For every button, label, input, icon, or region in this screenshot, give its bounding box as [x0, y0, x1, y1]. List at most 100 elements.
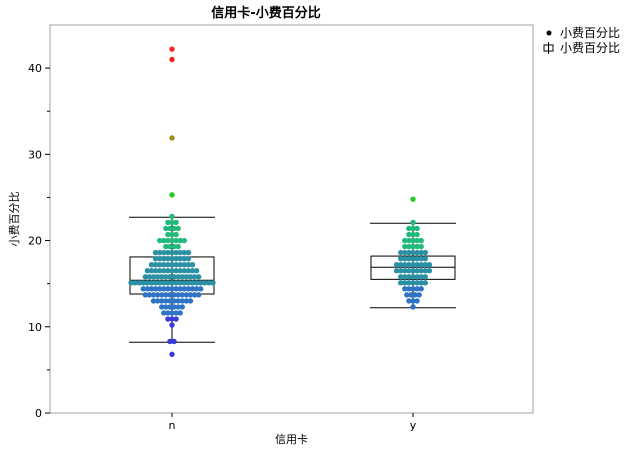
data-point — [410, 304, 416, 310]
data-point — [150, 274, 157, 280]
data-point — [185, 268, 192, 274]
data-point — [398, 274, 404, 280]
data-point — [154, 274, 161, 280]
data-point — [414, 268, 420, 274]
data-point — [181, 249, 187, 256]
data-point — [173, 286, 179, 292]
data-point — [161, 286, 167, 292]
data-point — [159, 274, 165, 280]
data-point — [410, 261, 416, 268]
data-point — [418, 237, 424, 244]
data-point — [142, 274, 149, 280]
data-point — [402, 243, 408, 250]
data-point — [414, 225, 420, 232]
data-point — [169, 268, 175, 274]
data-point — [128, 280, 134, 286]
data-point — [165, 219, 171, 226]
data-point — [161, 255, 167, 262]
data-point — [171, 298, 177, 304]
data-point — [191, 292, 198, 298]
data-point — [173, 231, 179, 238]
data-point — [418, 280, 424, 286]
data-point — [402, 249, 408, 256]
data-point — [177, 286, 183, 292]
data-point — [159, 304, 165, 310]
data-point — [171, 225, 177, 232]
data-point — [406, 249, 412, 256]
data-point — [410, 280, 416, 286]
data-point — [418, 249, 424, 256]
data-point — [173, 280, 179, 286]
data-point — [193, 280, 200, 286]
data-point — [167, 225, 173, 232]
data-point — [410, 274, 416, 280]
data-point — [393, 261, 400, 268]
data-point — [140, 286, 146, 292]
data-point — [169, 237, 175, 244]
data-point — [161, 310, 167, 316]
data-point — [161, 280, 167, 286]
data-point — [406, 261, 412, 268]
data-point — [181, 261, 187, 268]
data-point — [422, 280, 428, 286]
data-point — [173, 316, 179, 322]
data-point — [410, 268, 416, 274]
chart-title: 信用卡-小费百分比 — [211, 5, 320, 21]
data-point — [152, 268, 159, 274]
data-point — [410, 298, 416, 304]
data-point — [171, 292, 177, 298]
data-point — [406, 255, 412, 262]
data-point — [154, 298, 161, 304]
data-point — [152, 280, 159, 286]
data-point — [398, 249, 404, 256]
data-point — [148, 280, 155, 286]
data-point — [418, 255, 424, 262]
data-point — [173, 249, 179, 256]
data-point — [198, 280, 204, 286]
data-point — [169, 310, 175, 316]
data-point — [414, 243, 420, 250]
data-point — [398, 280, 404, 286]
data-point — [179, 304, 185, 310]
data-point — [146, 292, 153, 298]
data-point — [410, 196, 416, 202]
data-point — [198, 286, 204, 292]
legend-label: 小费百分比 — [560, 41, 620, 55]
data-point — [418, 268, 424, 274]
legend-dot-icon — [546, 30, 552, 36]
data-point — [165, 231, 171, 238]
y-axis: 0 10 20 30 40 — [28, 62, 50, 420]
data-point — [414, 231, 420, 238]
data-point — [398, 268, 404, 274]
data-point — [169, 286, 175, 292]
data-point — [159, 292, 165, 298]
data-point — [187, 274, 194, 280]
data-point — [410, 219, 416, 226]
data-point — [169, 280, 175, 286]
data-point — [175, 304, 181, 310]
data-point — [163, 274, 169, 280]
data-point — [144, 280, 151, 286]
data-point — [189, 261, 196, 268]
data-point — [185, 286, 192, 292]
data-point — [157, 268, 163, 274]
data-point — [189, 268, 196, 274]
data-point — [157, 255, 163, 262]
data-point — [165, 255, 171, 262]
data-point — [169, 249, 175, 256]
data-point — [418, 274, 424, 280]
data-point — [169, 316, 175, 322]
data-point — [410, 243, 416, 250]
data-point — [169, 351, 175, 358]
data-point — [410, 286, 416, 292]
data-point — [163, 304, 169, 310]
data-point — [167, 304, 173, 310]
data-point — [165, 261, 171, 268]
data-point — [418, 286, 424, 292]
data-point — [165, 249, 171, 256]
data-point — [410, 249, 416, 256]
data-point — [169, 322, 175, 328]
data-point — [173, 268, 179, 274]
